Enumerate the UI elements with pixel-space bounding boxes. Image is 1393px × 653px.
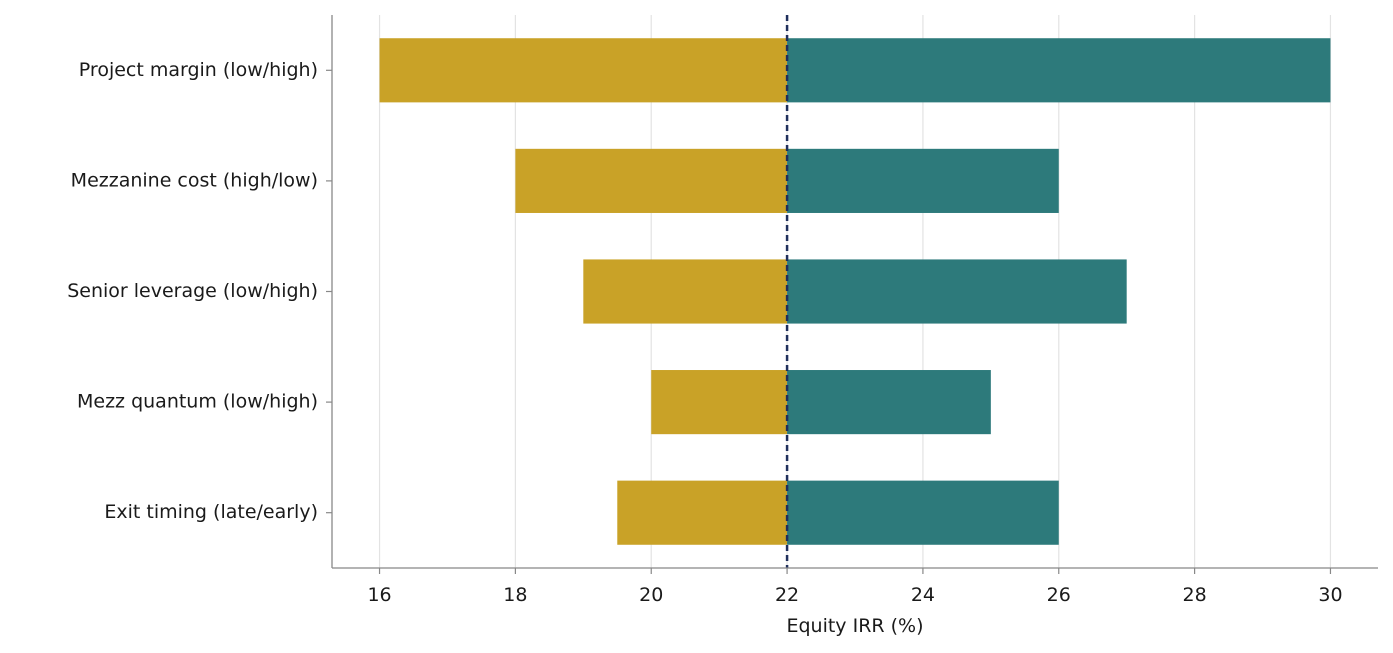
bar-low: [583, 259, 788, 324]
bar-low: [515, 148, 788, 213]
x-tick-label: 16: [367, 584, 391, 606]
x-axis-title: Equity IRR (%): [786, 615, 923, 637]
category-label: Senior leverage (low/high): [67, 280, 318, 302]
bar-high: [787, 480, 1059, 545]
bars: [379, 15, 1331, 568]
category-label: Exit timing (late/early): [104, 501, 318, 523]
bar-low: [617, 480, 788, 545]
bar-high: [787, 38, 1331, 103]
x-tick-label: 30: [1318, 584, 1342, 606]
x-tick-label: 20: [639, 584, 663, 606]
category-label: Mezzanine cost (high/low): [71, 169, 318, 191]
category-label: Project margin (low/high): [79, 59, 318, 81]
axes: [326, 15, 1378, 574]
bar-high: [787, 148, 1059, 213]
x-tick-label: 22: [775, 584, 799, 606]
bar-high: [787, 370, 991, 435]
bar-high: [787, 259, 1127, 324]
bar-low: [379, 38, 788, 103]
x-tick-label: 18: [503, 584, 527, 606]
x-tick-label: 26: [1047, 584, 1071, 606]
x-tick-label: 28: [1183, 584, 1207, 606]
labels: Project margin (low/high) Mezzanine cost …: [67, 59, 1342, 606]
bar-low: [651, 370, 788, 435]
category-label: Mezz quantum (low/high): [77, 391, 318, 413]
x-tick-label: 24: [911, 584, 935, 606]
